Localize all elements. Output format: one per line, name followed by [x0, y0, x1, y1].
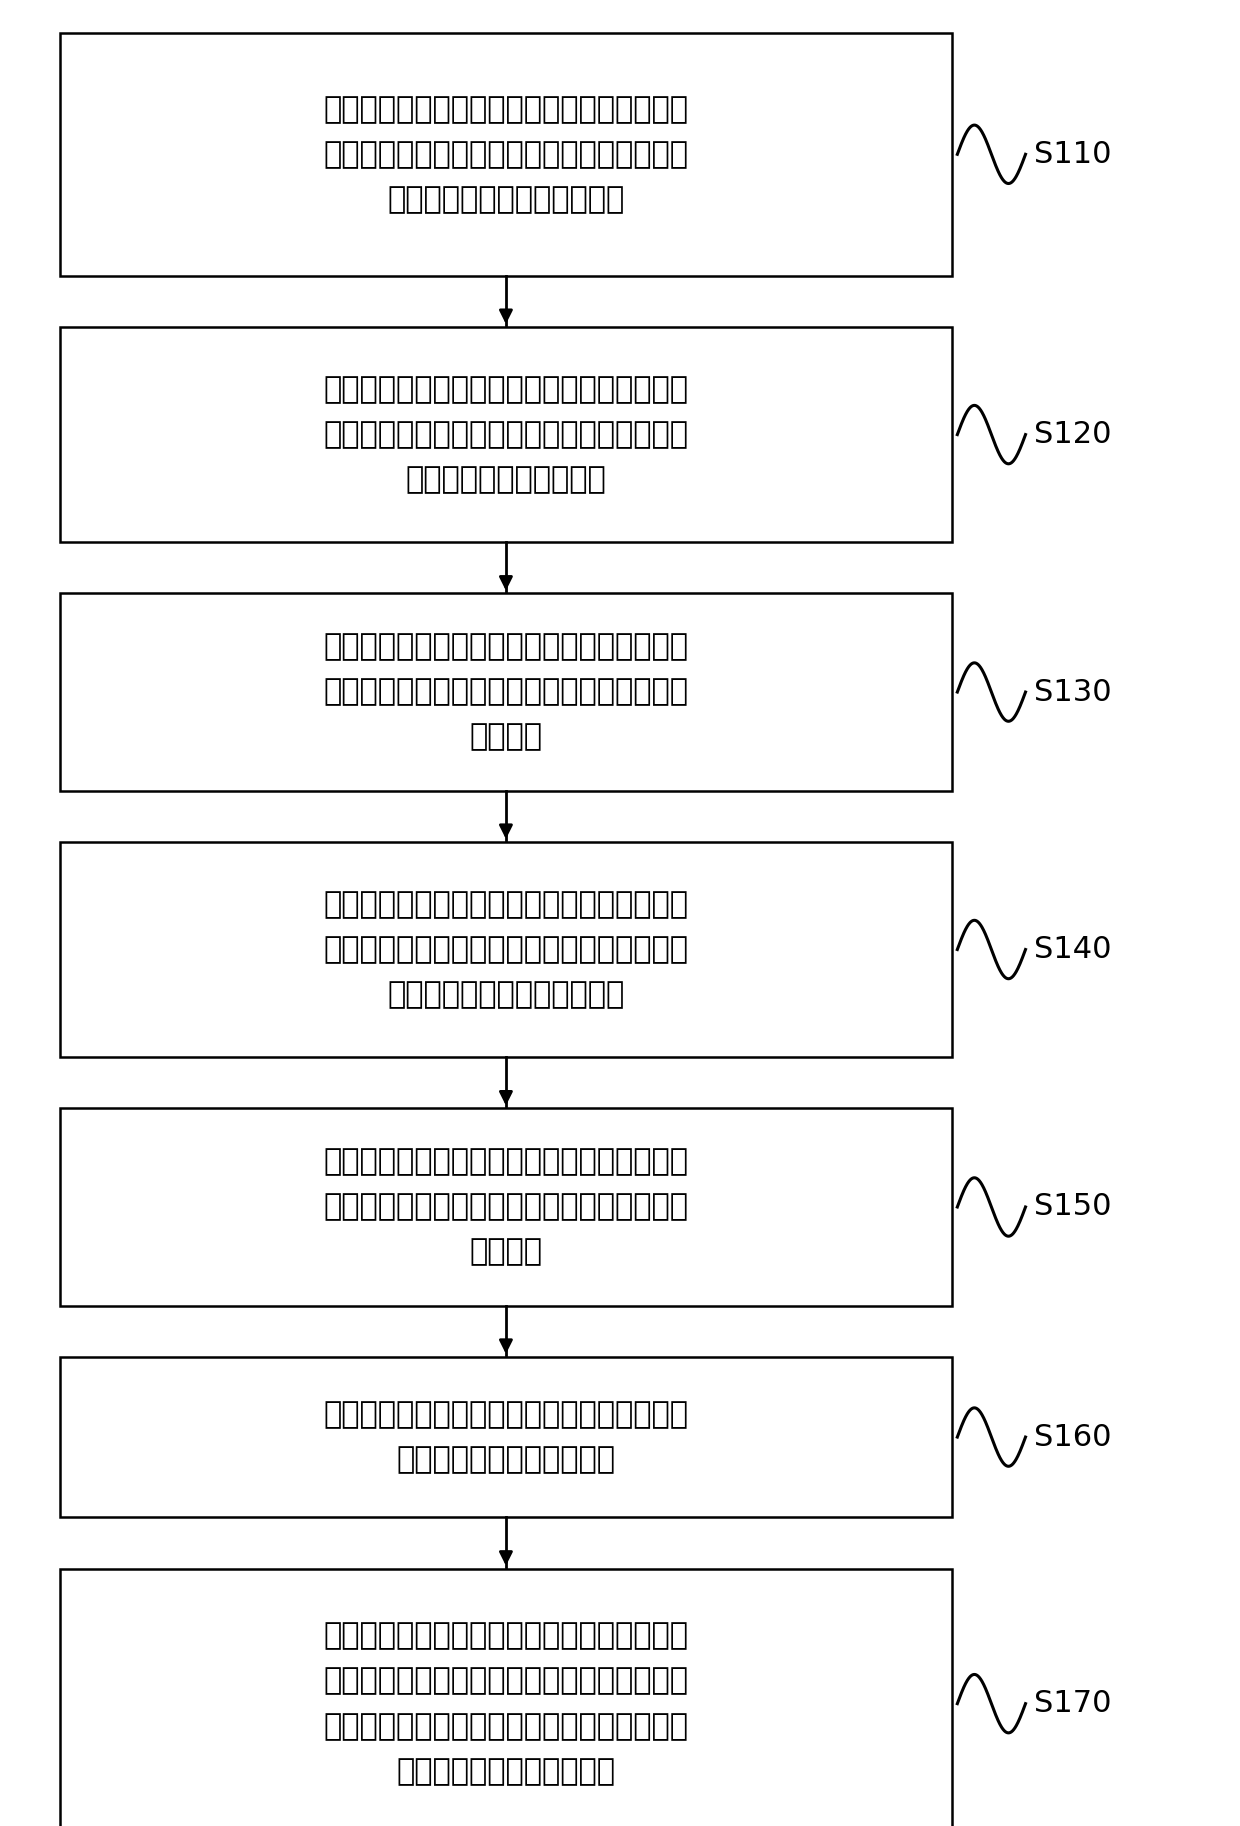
Text: 使用高速摄影机获取标准塔式起重机的起重臂
移动过程中的若干图像，并以设定时间内连续
拍摄的图像形成一组监测图像: 使用高速摄影机获取标准塔式起重机的起重臂 移动过程中的若干图像，并以设定时间内连…	[324, 95, 688, 214]
Bar	[60, 327, 952, 542]
Text: S150: S150	[1033, 1192, 1111, 1222]
Text: S130: S130	[1033, 677, 1111, 707]
Text: S110: S110	[1033, 141, 1111, 168]
Text: 根据监测图像，计算相邻图像间隔内的起重臂
移动速度和相邻图像的图像矩阵变化系数之间
的关系，并建立数学模型: 根据监测图像，计算相邻图像间隔内的起重臂 移动速度和相邻图像的图像矩阵变化系数之…	[324, 374, 688, 495]
Bar	[60, 842, 952, 1057]
Text: S140: S140	[1033, 935, 1111, 964]
Text: S160: S160	[1033, 1422, 1111, 1452]
Bar	[60, 1108, 952, 1306]
Text: 获取当前塔式起重机的起重臂移动过程中的第
二张图像，并计算出第二张图像与第一张图像
间隔内的当前起重臂移动速度: 获取当前塔式起重机的起重臂移动过程中的第 二张图像，并计算出第二张图像与第一张图…	[324, 889, 688, 1010]
Text: 将第一张图像和第二张图像进行配准，以获取
当前实际图像矩阵变化系数: 将第一张图像和第二张图像进行配准，以获取 当前实际图像矩阵变化系数	[324, 1401, 688, 1474]
Text: S170: S170	[1033, 1689, 1111, 1718]
Bar	[60, 1357, 952, 1517]
Text: 比较理论图像矩阵变化系数与当前实际图像矩
阵变化系数的值，并在当前实际图像矩阵变化
系数与理论图像矩阵变化系数的差值大于预定
阈值时，向用户端发出警报: 比较理论图像矩阵变化系数与当前实际图像矩 阵变化系数的值，并在当前实际图像矩阵变…	[324, 1621, 688, 1786]
Bar	[60, 593, 952, 791]
Text: 将当前起重臂移动速度代入数学模型，以获取
第一张图像和第二张图像的当前理论图像矩阵
变化系数: 将当前起重臂移动速度代入数学模型，以获取 第一张图像和第二张图像的当前理论图像矩…	[324, 1147, 688, 1267]
Text: 将高速摄影机拍摄当前塔式起重机的起重臂移
动过程中的第一张图像作为新一组监测图像的
起始图像: 将高速摄影机拍摄当前塔式起重机的起重臂移 动过程中的第一张图像作为新一组监测图像…	[324, 632, 688, 752]
Bar	[60, 33, 952, 276]
Bar	[60, 1569, 952, 1826]
Text: S120: S120	[1033, 420, 1111, 449]
